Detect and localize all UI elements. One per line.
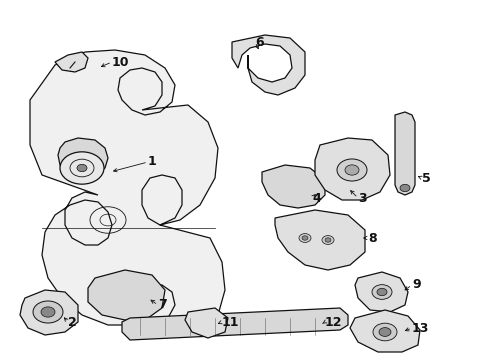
- Circle shape: [322, 235, 334, 244]
- Polygon shape: [262, 165, 325, 208]
- Text: 7: 7: [158, 298, 167, 311]
- Polygon shape: [185, 308, 228, 338]
- Text: 9: 9: [412, 279, 420, 292]
- Polygon shape: [355, 272, 408, 312]
- Circle shape: [372, 285, 392, 300]
- Polygon shape: [55, 52, 88, 72]
- Polygon shape: [30, 50, 225, 335]
- Circle shape: [60, 152, 104, 184]
- Circle shape: [299, 234, 311, 242]
- Polygon shape: [58, 138, 108, 178]
- Circle shape: [77, 164, 87, 172]
- Circle shape: [345, 165, 359, 175]
- Text: 12: 12: [325, 315, 343, 328]
- Polygon shape: [275, 210, 365, 270]
- Circle shape: [302, 236, 308, 240]
- Circle shape: [373, 323, 397, 341]
- Polygon shape: [20, 290, 78, 335]
- Text: 11: 11: [222, 315, 240, 328]
- Polygon shape: [395, 112, 415, 195]
- Polygon shape: [122, 308, 348, 340]
- Circle shape: [377, 288, 387, 296]
- Circle shape: [379, 328, 391, 336]
- Text: 13: 13: [412, 321, 429, 334]
- Text: 10: 10: [112, 55, 129, 68]
- Polygon shape: [88, 270, 165, 320]
- Text: 8: 8: [368, 231, 377, 244]
- Text: 3: 3: [358, 192, 367, 204]
- Polygon shape: [350, 310, 420, 352]
- Polygon shape: [232, 35, 305, 95]
- Circle shape: [337, 159, 367, 181]
- Text: 6: 6: [255, 36, 264, 49]
- Circle shape: [400, 184, 410, 192]
- Circle shape: [33, 301, 63, 323]
- Polygon shape: [315, 138, 390, 200]
- Text: 1: 1: [148, 156, 157, 168]
- Text: 5: 5: [422, 171, 431, 184]
- Text: 2: 2: [68, 315, 77, 328]
- Circle shape: [325, 238, 331, 242]
- Text: 4: 4: [312, 192, 321, 204]
- Circle shape: [41, 307, 55, 317]
